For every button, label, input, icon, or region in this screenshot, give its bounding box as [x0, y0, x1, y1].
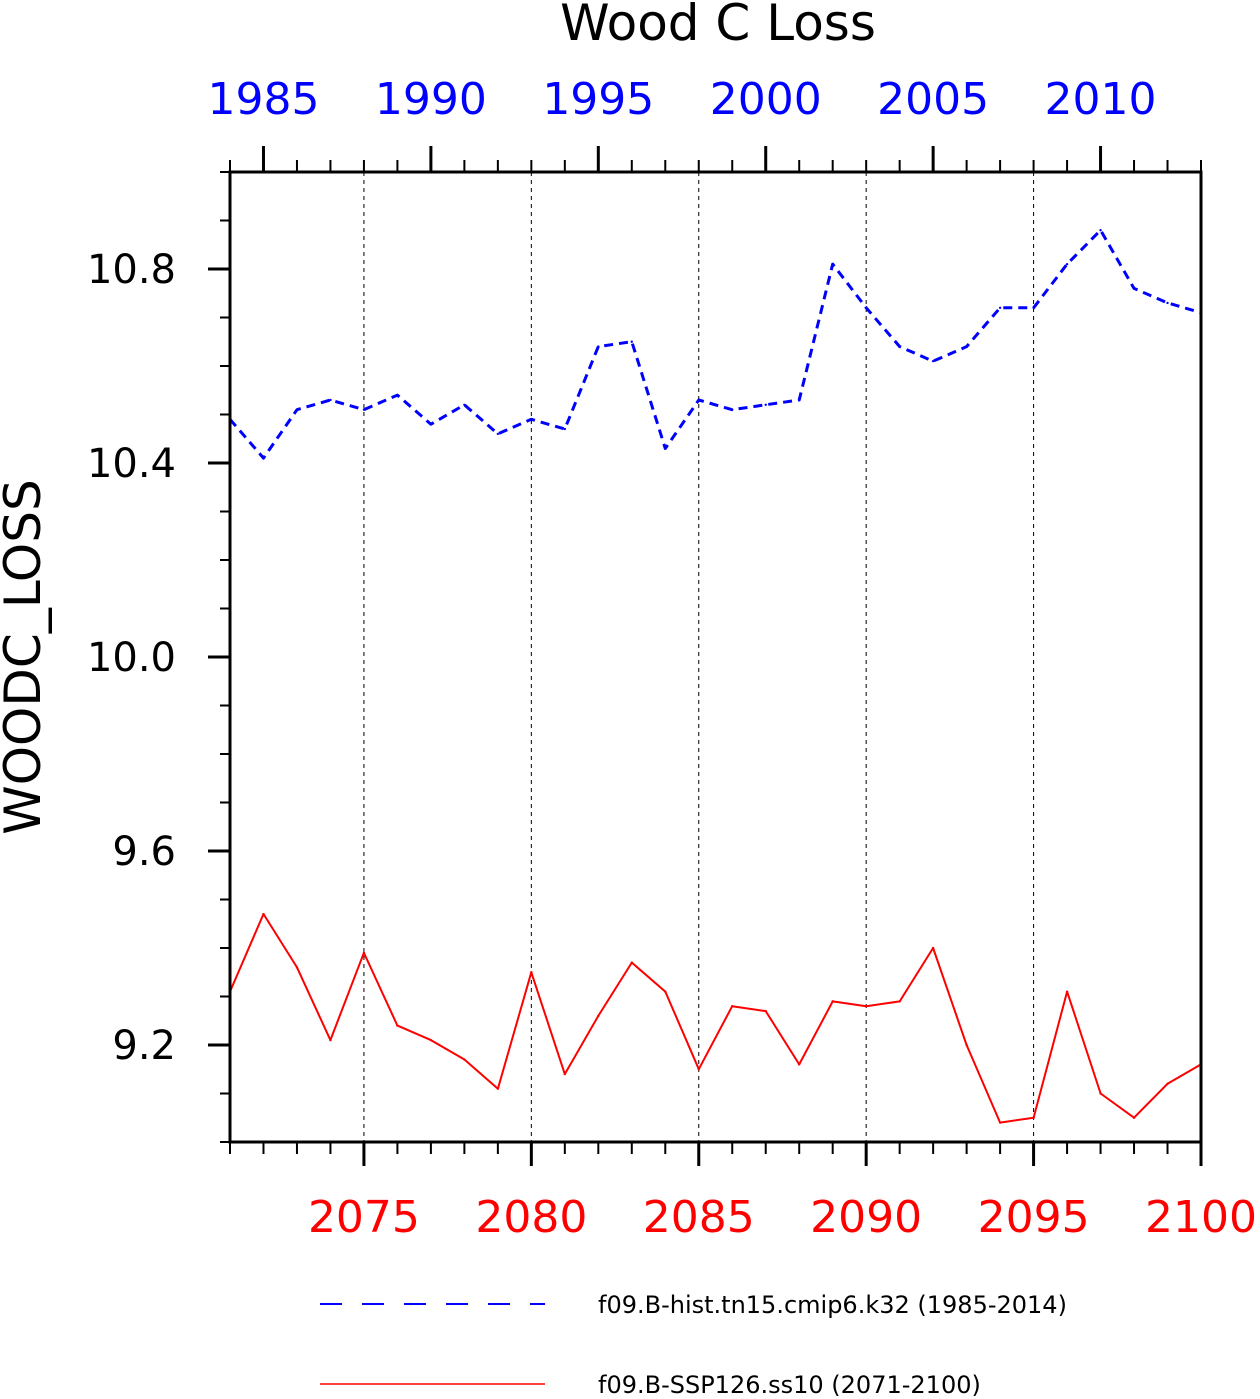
bottom-tick-label: 2075	[308, 1192, 420, 1243]
data-point	[463, 1058, 466, 1061]
data-point	[396, 393, 399, 397]
data-point	[597, 345, 600, 348]
top-tick-label: 1990	[375, 74, 487, 125]
data-point	[731, 1005, 734, 1008]
y-axis: 9.2 9.6 10.0 10.4 10.8	[87, 171, 230, 1143]
data-point	[864, 306, 868, 309]
data-point	[429, 423, 433, 426]
data-point	[664, 447, 667, 450]
data-point	[496, 432, 500, 436]
data-point	[1065, 990, 1069, 993]
legend-label-ssp: f09.B-SSP126.ss10 (2071-2100)	[598, 1371, 981, 1399]
data-point	[295, 966, 299, 969]
data-point	[396, 1024, 399, 1027]
data-point	[630, 961, 633, 964]
data-point	[697, 398, 700, 402]
data-point	[764, 403, 767, 406]
data-point	[329, 398, 332, 402]
y-tick-label: 9.6	[112, 829, 176, 875]
data-point	[463, 403, 466, 406]
bottom-axis: 2075 2080 2085 2090 2095 2100	[229, 1142, 1257, 1243]
data-point	[731, 408, 734, 411]
data-point	[1099, 229, 1102, 232]
data-point	[1132, 287, 1136, 290]
data-point	[697, 1068, 700, 1071]
y-tick-label: 10.8	[87, 247, 176, 293]
data-point	[831, 1000, 834, 1003]
data-point	[898, 1000, 901, 1003]
data-point	[764, 1009, 767, 1013]
data-point	[295, 408, 299, 411]
data-point	[965, 1043, 968, 1047]
bottom-tick-label: 2085	[643, 1192, 755, 1243]
chart-title: Wood C Loss	[560, 0, 876, 52]
top-tick-label: 1985	[207, 74, 319, 125]
data-point	[965, 345, 968, 348]
data-point	[998, 306, 1002, 309]
data-point	[362, 951, 366, 955]
data-point	[496, 1087, 500, 1090]
grid-lines	[363, 172, 1035, 1142]
data-point	[864, 1005, 868, 1008]
data-point	[798, 398, 801, 402]
data-point	[798, 1063, 801, 1066]
y-axis-label: WOODC_LOSS	[0, 479, 52, 834]
data-point	[931, 946, 935, 950]
data-point	[329, 1038, 332, 1042]
data-point	[530, 971, 533, 974]
data-point	[1099, 1092, 1102, 1095]
y-tick-label: 9.2	[112, 1023, 176, 1069]
data-point	[262, 912, 265, 916]
data-point	[530, 418, 533, 421]
top-axis: 1985 1990 1995 2000 2005 2010	[207, 74, 1202, 172]
legend-label-hist: f09.B-hist.tn15.cmip6.k32 (1985-2014)	[598, 1291, 1067, 1319]
top-tick-label: 2010	[1045, 74, 1157, 125]
y-tick-label: 10.0	[87, 635, 176, 681]
bottom-tick-label: 2090	[810, 1192, 922, 1243]
bottom-tick-label: 2095	[978, 1192, 1090, 1243]
data-point	[1065, 262, 1069, 266]
y-tick-label: 10.4	[87, 441, 176, 487]
data-point	[262, 456, 265, 460]
data-point	[1132, 1116, 1136, 1119]
data-point	[1166, 301, 1169, 305]
data-point	[1166, 1082, 1169, 1086]
data-point	[630, 340, 633, 343]
data-point	[998, 1121, 1002, 1124]
data-point	[563, 1072, 567, 1076]
bottom-tick-label: 2100	[1145, 1192, 1257, 1243]
data-point	[831, 262, 834, 266]
data-point	[362, 408, 366, 411]
top-tick-label: 2005	[877, 74, 989, 125]
data-point	[1032, 306, 1035, 309]
data-point	[1032, 1116, 1035, 1119]
top-tick-label: 1995	[542, 74, 654, 125]
series-line-0	[228, 228, 1202, 460]
data-point	[664, 990, 667, 993]
data-point	[898, 345, 901, 348]
legend: f09.B-hist.tn15.cmip6.k32 (1985-2014) f0…	[320, 1291, 1067, 1399]
data-point	[429, 1038, 433, 1042]
top-tick-label: 2000	[710, 74, 822, 125]
bottom-tick-label: 2080	[475, 1192, 587, 1243]
data-point	[563, 427, 567, 431]
series-lines	[228, 228, 1203, 1124]
data-point	[931, 359, 935, 363]
series-line-1	[229, 913, 1202, 1124]
plot-frame	[228, 170, 1203, 1144]
data-point	[597, 1014, 600, 1018]
